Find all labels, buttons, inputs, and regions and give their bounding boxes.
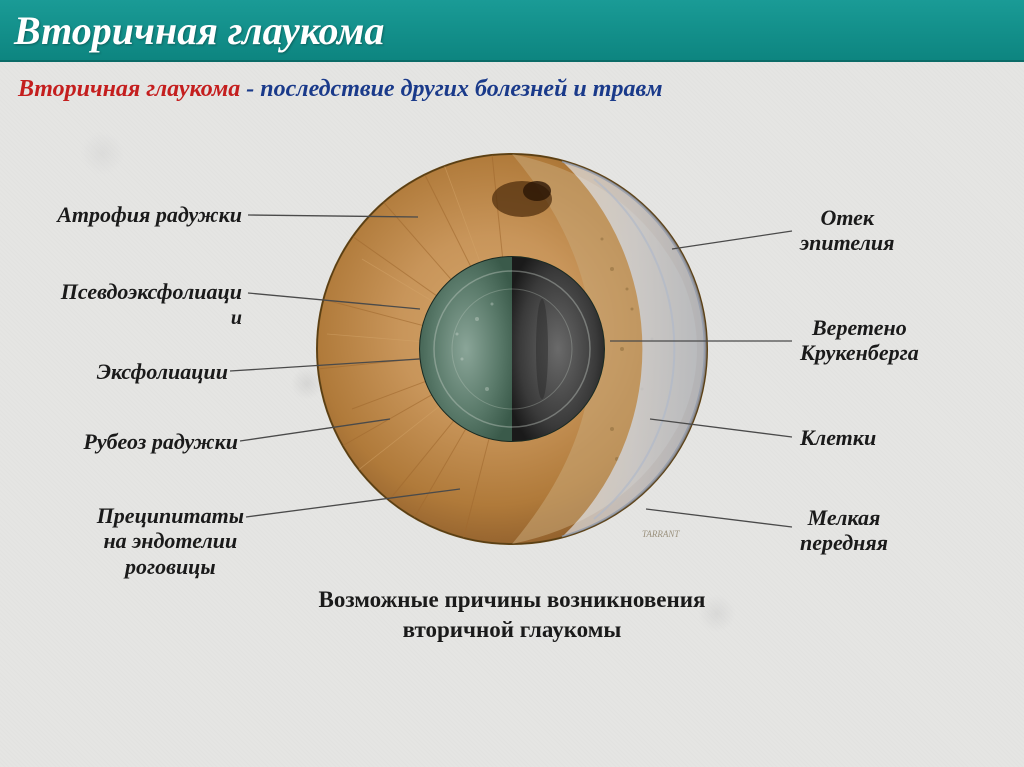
subtitle: Вторичная глаукома - последствие других … (0, 62, 1024, 109)
label-shallow-anterior: Мелкая передняя (800, 505, 888, 556)
label-rubeosis: Рубеоз радужки (83, 429, 238, 454)
caption: Возможные причины возникновения вторично… (0, 585, 1024, 645)
page-title: Вторичная глаукома (14, 7, 384, 54)
label-iris-atrophy: Атрофия радужки (57, 202, 242, 227)
label-precipitates: Преципитаты на эндотелии роговицы (97, 503, 244, 579)
label-epithelial-edema: Отек эпителия (800, 205, 895, 256)
subtitle-red: Вторичная глаукома (18, 76, 240, 102)
diagram-area: TARRANT Атрофия радужки Псевдоэксфолиаци… (0, 109, 1024, 669)
subtitle-blue: - последствие других болезней и травм (240, 76, 662, 102)
title-bar: Вторичная глаукома (0, 0, 1024, 62)
label-pseudoexfoliation: Псевдоэксфолиаци и (61, 279, 242, 330)
label-krukenberg-spindle: Веретено Крукенберга (800, 315, 919, 366)
label-cells: Клетки (800, 425, 876, 450)
label-exfoliation: Эксфолиации (97, 359, 228, 384)
